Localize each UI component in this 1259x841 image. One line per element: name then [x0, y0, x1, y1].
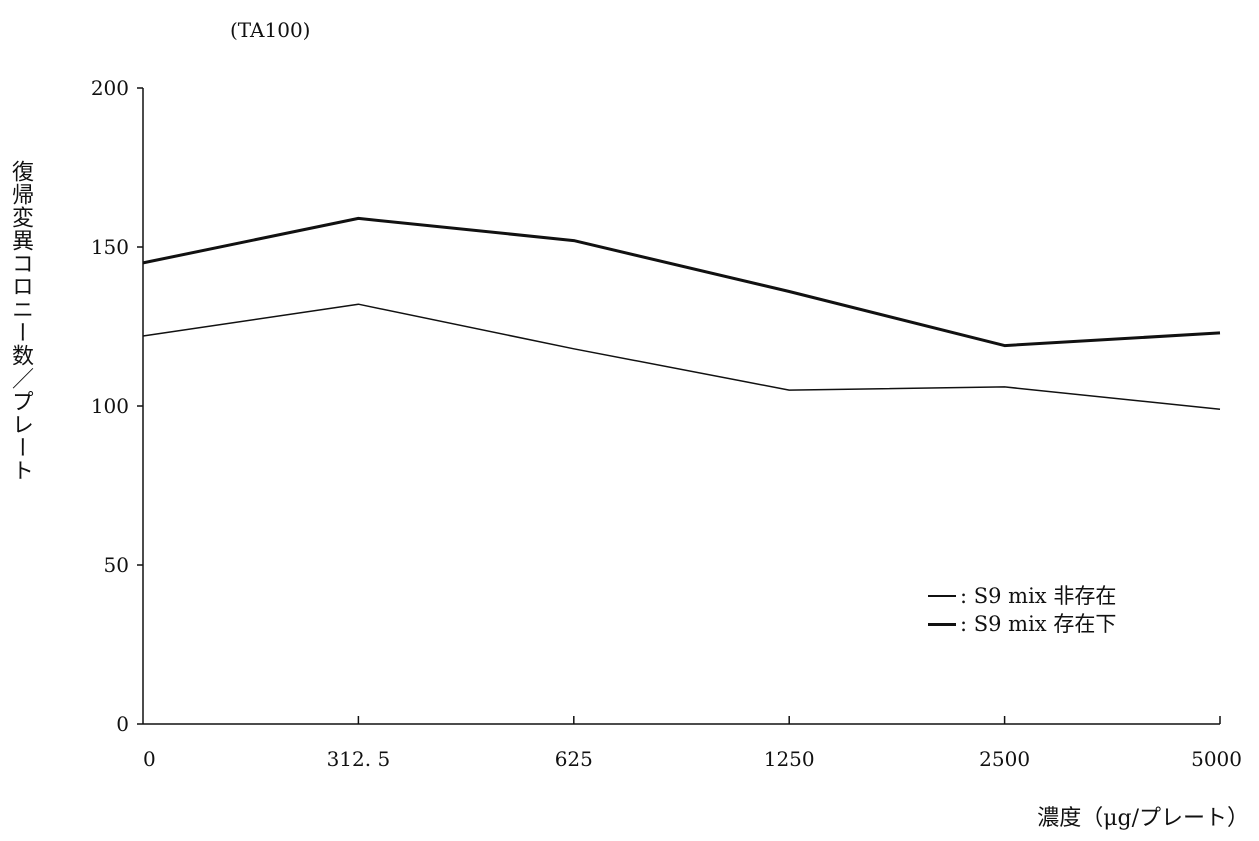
- y-tick-label: 100: [91, 394, 129, 418]
- legend-item-with-s9: : S9 mix 存在下: [928, 610, 1116, 638]
- series-line-with-s9: [142, 216, 1221, 348]
- x-tick-label: 625: [555, 747, 593, 771]
- legend-item-without-s9: : S9 mix 非存在: [928, 582, 1116, 610]
- tick-labels: 0 50 100 150 200 0 312. 5 625 1250 2500 5000: [91, 76, 1242, 771]
- y-tick-label: 200: [91, 76, 129, 100]
- legend-label-without-s9: : S9 mix 非存在: [960, 584, 1117, 608]
- y-tick-label: 50: [104, 553, 129, 577]
- legend-label-with-s9: : S9 mix 存在下: [960, 612, 1117, 636]
- series-line-without-s9: [142, 303, 1221, 410]
- legend-swatch-thick: [928, 622, 956, 626]
- series-lines: [142, 216, 1221, 410]
- x-tick-label: 312. 5: [327, 747, 391, 771]
- chart-subtitle: (TA100): [230, 18, 311, 42]
- axes: [137, 87, 1221, 725]
- x-tick-label: 5000: [1191, 747, 1242, 771]
- x-tick-label: 1250: [764, 747, 815, 771]
- x-tick-label: 0: [143, 747, 156, 771]
- x-axis-label: 濃度（μg/プレート）: [1037, 806, 1249, 831]
- y-tick-label: 0: [116, 712, 129, 736]
- y-axis-label: 復帰変異コロニー数／プレート: [8, 160, 33, 482]
- y-tick-label: 150: [91, 235, 129, 259]
- x-tick-label: 2500: [979, 747, 1030, 771]
- legend: : S9 mix 非存在 : S9 mix 存在下: [928, 582, 1116, 638]
- legend-swatch-thin: [928, 595, 956, 597]
